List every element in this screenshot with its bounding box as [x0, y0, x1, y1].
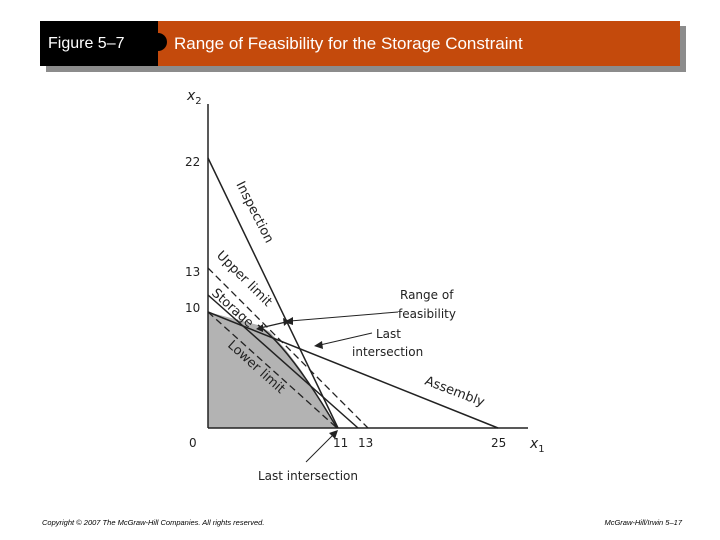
figure-label: Figure 5–7 [48, 34, 125, 52]
boundary-curve [257, 324, 338, 429]
origin-label: 0 [189, 436, 197, 450]
range-pointer-head [284, 317, 293, 325]
inspection-label: Inspection [232, 179, 276, 246]
y-axis-label: x2 [186, 88, 202, 107]
title-divider-dot [149, 33, 167, 51]
copyright-text: Copyright © 2007 The McGraw-Hill Compani… [42, 518, 265, 527]
x-tick-25: 25 [491, 436, 506, 450]
last-label-line1: Last [376, 327, 401, 341]
y-tick-10: 10 [185, 301, 200, 315]
last-label-line2: intersection [352, 345, 423, 359]
range-label-line1: Range of [400, 288, 454, 302]
assembly-line [207, 311, 499, 429]
upper-limit-line [207, 267, 369, 429]
title-bar: Figure 5–7 Range of Feasibility for the … [40, 21, 680, 66]
storage-line [207, 294, 359, 429]
last-intersection-bottom-label: Last intersection [258, 469, 358, 483]
y-tick-22: 22 [185, 155, 200, 169]
figure-title: Range of Feasibility for the Storage Con… [174, 33, 523, 53]
x-tick-11: 11 [333, 436, 348, 450]
range-arrowhead-left [256, 324, 263, 332]
bottom-pointer [305, 433, 335, 463]
lower-limit-line [207, 311, 338, 429]
y-tick-13: 13 [185, 265, 200, 279]
feasible-region [208, 312, 337, 428]
bottom-pointer-head [329, 430, 338, 439]
x-axis-label: x1 [529, 436, 545, 455]
inspection-line [207, 157, 339, 429]
assembly-label: Assembly [423, 374, 487, 411]
publisher-text: McGraw-Hill/Irwin 5–17 [604, 518, 682, 527]
range-label-line2: feasibility [398, 307, 456, 321]
last-intersection-pointer [319, 332, 373, 346]
last-intersection-pointer-head [314, 341, 323, 349]
x-tick-13: 13 [358, 436, 373, 450]
range-pointer [289, 311, 399, 322]
figure-label-box: Figure 5–7 [40, 21, 158, 66]
figure-title-box: Range of Feasibility for the Storage Con… [158, 21, 680, 66]
range-double-arrow [259, 321, 287, 329]
